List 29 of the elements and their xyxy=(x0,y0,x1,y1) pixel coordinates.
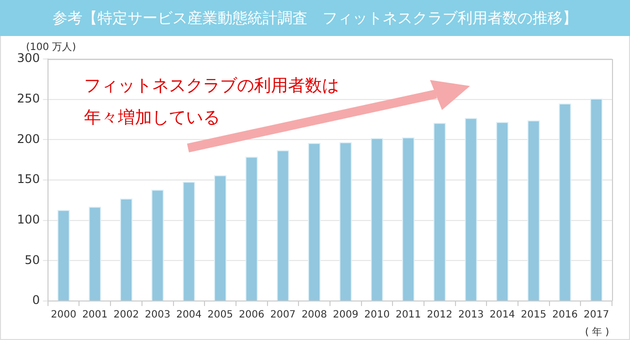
y-tick-label: 200 xyxy=(17,132,40,146)
x-tick-label: 2003 xyxy=(144,310,170,321)
x-tick-label: 2014 xyxy=(490,310,516,321)
y-tick-label: 250 xyxy=(17,91,40,106)
y-axis-title: (100 万人) xyxy=(26,41,76,53)
x-tick-label: 2007 xyxy=(270,310,296,321)
x-tick-label: 2011 xyxy=(396,310,422,321)
y-tick-label: 50 xyxy=(24,252,40,267)
y-tick-label: 0 xyxy=(32,293,40,308)
x-tick-label: 2000 xyxy=(50,310,76,321)
x-tick-label: 2008 xyxy=(302,310,328,321)
x-tick-label: 2015 xyxy=(520,310,546,321)
x-tick-label: 2005 xyxy=(208,310,233,321)
x-tick-label: 2002 xyxy=(114,310,139,321)
x-tick-label: 2004 xyxy=(176,310,202,321)
x-tick-label: 2009 xyxy=(332,310,358,321)
x-tick-label: 2006 xyxy=(238,310,264,321)
x-axis-title: ( 年 ) xyxy=(585,327,610,338)
x-tick-label: 2001 xyxy=(82,310,108,321)
y-tick-label: 100 xyxy=(17,212,40,226)
x-tick-label: 2012 xyxy=(426,310,452,321)
y-tick-label: 300 xyxy=(17,51,40,66)
x-tick-label: 2010 xyxy=(364,310,390,321)
x-tick-label: 2017 xyxy=(584,310,610,321)
y-tick-label: 150 xyxy=(17,172,40,186)
chart-title: 参考【特定サービス産業動態統計調査 フィットネスクラブ利用者数の推移】 xyxy=(0,0,630,36)
x-tick-label: 2016 xyxy=(552,310,578,321)
x-tick-label: 2013 xyxy=(458,310,484,321)
annotation: フィットネスクラブの利用者数は年々増加している xyxy=(84,75,340,130)
